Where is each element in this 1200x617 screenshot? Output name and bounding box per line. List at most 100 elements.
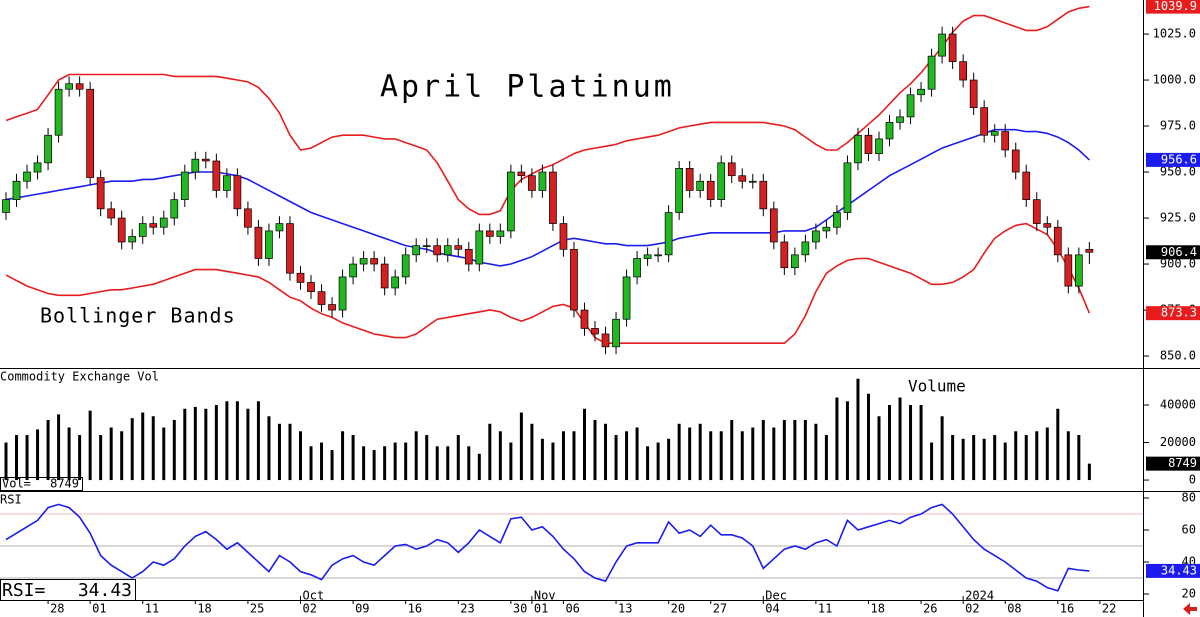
volume-bar bbox=[782, 420, 786, 481]
volume-bar bbox=[656, 442, 660, 481]
volume-bar bbox=[477, 453, 481, 481]
x-tick-label: 16 bbox=[408, 602, 422, 616]
volume-bar bbox=[898, 397, 902, 481]
panel-title: Commodity Exchange Vol bbox=[0, 370, 159, 384]
candle-body bbox=[969, 79, 978, 108]
candle-body bbox=[780, 241, 789, 269]
volume-bar bbox=[1045, 427, 1049, 481]
candle-body bbox=[959, 61, 967, 81]
volume-bar bbox=[593, 420, 597, 481]
candle-body bbox=[422, 245, 431, 247]
last-value-label: 873.3 bbox=[1161, 306, 1197, 320]
volume-bar bbox=[320, 442, 324, 481]
candle-body bbox=[464, 248, 473, 265]
x-tick-label: 04 bbox=[765, 602, 779, 616]
volume-bar bbox=[951, 435, 955, 481]
candle-body bbox=[990, 131, 999, 136]
candle-body bbox=[507, 171, 515, 232]
candle-body bbox=[1085, 248, 1094, 253]
volume-bar bbox=[498, 431, 502, 481]
candle-body bbox=[706, 180, 715, 200]
readout-label: RSI= bbox=[2, 580, 46, 601]
candle-body bbox=[843, 162, 852, 213]
candle-body bbox=[170, 199, 179, 219]
volume-bar bbox=[214, 405, 218, 481]
volume-bar bbox=[330, 450, 334, 481]
x-tick-label: 27 bbox=[713, 602, 727, 616]
candle-body bbox=[1074, 254, 1083, 287]
volume-bar bbox=[751, 427, 755, 481]
volume-bar bbox=[456, 435, 460, 481]
volume-bar bbox=[36, 429, 40, 481]
volume-bar bbox=[730, 420, 734, 481]
scroll-arrow[interactable] bbox=[1183, 603, 1197, 615]
readout-value: 8749 bbox=[50, 477, 79, 491]
candle-body bbox=[1053, 226, 1062, 256]
candle-body bbox=[528, 175, 536, 191]
candle-body bbox=[191, 158, 200, 173]
volume-bar bbox=[930, 442, 934, 481]
y-tick-label: 1025.0 bbox=[1153, 27, 1196, 41]
volume-bar bbox=[383, 446, 387, 481]
candle-body bbox=[696, 180, 705, 191]
y-tick-label: 950.0 bbox=[1160, 165, 1196, 179]
x-tick-label: 18 bbox=[870, 602, 884, 616]
volume-bar bbox=[698, 423, 702, 481]
candle-body bbox=[107, 208, 116, 219]
volume-bar bbox=[141, 412, 145, 481]
volume-bar bbox=[351, 435, 355, 481]
candle-body bbox=[349, 263, 357, 278]
x-tick-label: 09 bbox=[355, 602, 369, 616]
last-value-box bbox=[1146, 456, 1200, 471]
volume-bar bbox=[814, 423, 818, 481]
candle-body bbox=[864, 134, 873, 154]
volume-bar bbox=[88, 410, 92, 481]
y-tick-label: 40000 bbox=[1160, 398, 1196, 412]
volume-bar bbox=[183, 408, 187, 481]
volume-bar bbox=[561, 431, 565, 481]
candle-body bbox=[443, 245, 452, 256]
volume-bar bbox=[993, 435, 997, 481]
candle-body bbox=[570, 248, 578, 311]
x-tick-label: 11 bbox=[145, 602, 159, 616]
volume-bar bbox=[961, 438, 965, 481]
candle-body bbox=[149, 223, 158, 228]
candle-body bbox=[896, 116, 904, 123]
x-tick-label: 18 bbox=[197, 602, 211, 616]
candle-body bbox=[328, 304, 336, 311]
last-value-label: 8749 bbox=[1168, 456, 1197, 470]
volume-bar bbox=[919, 405, 923, 481]
volume-bar bbox=[709, 431, 713, 481]
x-tick-label: 25 bbox=[250, 602, 264, 616]
candle-body bbox=[854, 134, 862, 164]
volume-bar bbox=[688, 427, 692, 481]
volume-bar bbox=[372, 450, 376, 481]
candle-body bbox=[1001, 131, 1010, 151]
candle-body bbox=[580, 309, 589, 329]
volume-bar bbox=[99, 435, 103, 481]
candle-body bbox=[917, 88, 925, 96]
volume-bar bbox=[572, 431, 576, 481]
candle-body bbox=[948, 33, 957, 62]
volume-bar bbox=[1003, 442, 1007, 481]
volume-bar bbox=[1077, 435, 1081, 481]
x-tick-label: 30 bbox=[513, 602, 527, 616]
volume-bar bbox=[982, 438, 986, 481]
bollinger-upper bbox=[5, 5, 1090, 216]
volume-bar bbox=[4, 442, 8, 481]
volume-bar bbox=[719, 431, 723, 481]
volume-bar bbox=[467, 446, 471, 481]
candle-body bbox=[906, 94, 915, 118]
candle-body bbox=[938, 33, 946, 57]
candle-body bbox=[1043, 223, 1052, 228]
volume-bar bbox=[793, 420, 797, 481]
candle-body bbox=[801, 241, 810, 256]
candle-body bbox=[475, 230, 484, 265]
candle-body bbox=[538, 171, 547, 191]
volume-bar bbox=[193, 406, 197, 481]
candle-body bbox=[654, 254, 662, 257]
volume-bar bbox=[57, 414, 61, 481]
volume-bar bbox=[604, 423, 608, 481]
